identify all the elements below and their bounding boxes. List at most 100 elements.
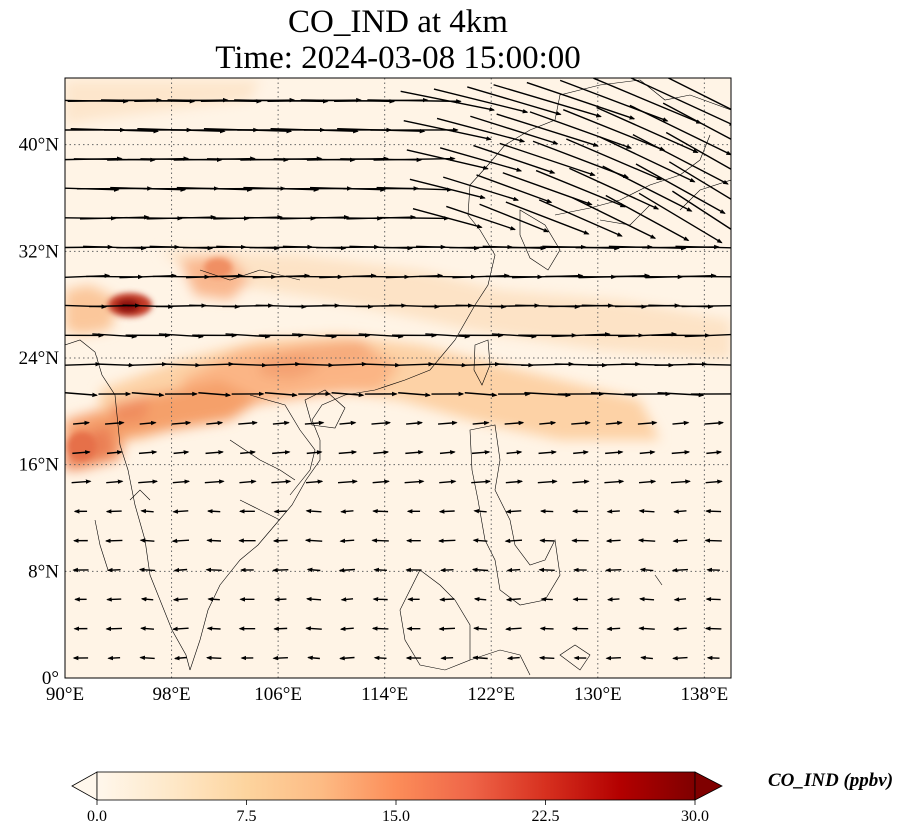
wind-arrow xyxy=(473,626,488,631)
wind-arrow xyxy=(207,597,220,602)
wind-arrow xyxy=(373,450,390,455)
wind-arrow xyxy=(473,508,487,514)
wind-arrow xyxy=(73,420,90,426)
wind-arrow xyxy=(172,479,191,484)
latitude-tick-label: 0° xyxy=(42,668,59,689)
wind-arrow xyxy=(198,392,232,398)
wind-arrow xyxy=(204,479,225,484)
wind-arrow xyxy=(438,420,458,426)
wind-arrow xyxy=(638,626,655,631)
map-frame xyxy=(64,77,732,679)
wind-arrow xyxy=(505,597,521,602)
wind-arrow xyxy=(640,655,653,661)
latitude-tick-label: 32°N xyxy=(19,241,60,262)
wind-arrow xyxy=(506,450,523,455)
colorbar-tick-label: 22.5 xyxy=(532,808,560,825)
wind-arrow xyxy=(529,111,633,149)
wind-arrow xyxy=(479,203,550,233)
wind-arrow xyxy=(240,450,256,455)
wind-arrow xyxy=(306,450,323,455)
wind-arrow xyxy=(539,509,554,514)
wind-arrow xyxy=(505,479,524,484)
latitude-tick-label: 40°N xyxy=(19,135,60,156)
wind-arrow xyxy=(671,567,688,573)
wind-arrow xyxy=(292,333,338,339)
wind-arrow xyxy=(273,509,287,514)
wind-arrow xyxy=(505,201,590,235)
wind-arrow xyxy=(706,450,723,455)
wind-arrow xyxy=(638,479,657,484)
wind-arrow xyxy=(171,420,192,426)
wind-arrow xyxy=(403,119,492,141)
wind-arrow xyxy=(400,90,496,112)
wind-arrow xyxy=(666,78,731,111)
wind-arrow xyxy=(562,109,666,151)
wind-arrow xyxy=(337,479,358,484)
wind-arrow xyxy=(373,156,456,161)
wind-arrow xyxy=(261,361,301,367)
wind-arrow xyxy=(605,538,621,544)
wind-arrow xyxy=(606,509,620,514)
wind-arrow xyxy=(274,597,287,602)
wind-arrow xyxy=(704,420,725,426)
wind-arrow xyxy=(140,508,154,514)
wind-arrow xyxy=(438,538,456,544)
wind-arrow xyxy=(305,626,322,631)
wind-arrow xyxy=(535,169,626,208)
wind-arrow xyxy=(681,305,731,308)
wind-arrow xyxy=(140,626,155,631)
colorbar: 0.0 7.5 15.0 22.5 30.0 xyxy=(71,771,723,825)
wind-arrow xyxy=(138,567,156,573)
wind-arrow xyxy=(471,479,492,484)
wind-arrow xyxy=(238,420,258,426)
colorbar-label: CO_IND (ppbv) xyxy=(768,770,894,791)
longitude-tick-label: 90°E xyxy=(46,684,84,705)
map-subtitle-time: Time: 2024-03-08 15:00:00 xyxy=(215,40,581,76)
wind-arrow xyxy=(271,479,292,484)
wind-arrow xyxy=(605,194,690,242)
wind-arrow xyxy=(593,78,702,124)
wind-arrow xyxy=(472,538,488,543)
wind-arrow xyxy=(472,420,490,426)
wind-arrow xyxy=(607,597,620,602)
wind-arrow xyxy=(638,508,655,514)
wind-arrow xyxy=(639,567,654,573)
wind-arrow xyxy=(473,144,556,174)
wind-arrow xyxy=(629,78,731,126)
wind-arrow xyxy=(505,626,522,632)
wind-arrow xyxy=(672,655,688,661)
wind-arrow xyxy=(599,136,696,183)
wind-arrow xyxy=(439,597,455,602)
wind-arrow xyxy=(340,509,354,514)
wind-arrow xyxy=(551,332,611,338)
wind-arrow xyxy=(502,172,593,206)
wind-arrow xyxy=(71,479,92,484)
wind-arrow xyxy=(205,567,222,573)
wind-arrow xyxy=(618,332,678,338)
wind-arrow xyxy=(139,538,155,543)
wind-arrow xyxy=(637,538,656,543)
colorbar-extend-max xyxy=(694,771,723,801)
wind-arrow xyxy=(662,102,731,140)
wind-arrow xyxy=(371,420,392,426)
wind-arrow xyxy=(373,655,387,661)
wind-arrow xyxy=(305,508,322,514)
colorbar-body xyxy=(96,771,696,801)
wind-arrow xyxy=(405,450,424,455)
longitude-tick-label: 114°E xyxy=(361,684,408,705)
wind-arrow xyxy=(173,450,190,455)
wind-arrow xyxy=(673,509,687,514)
wind-arrow xyxy=(439,147,523,172)
wind-arrow xyxy=(506,655,520,661)
wind-arrow xyxy=(504,420,525,426)
wind-arrow xyxy=(605,450,624,455)
wind-arrow xyxy=(635,163,726,214)
wind-arrow xyxy=(338,567,355,573)
wind-arrow xyxy=(371,626,389,631)
map-title: CO_IND at 4km xyxy=(288,4,508,40)
wind-arrow xyxy=(339,655,355,661)
wind-arrow xyxy=(436,117,526,143)
wind-arrow xyxy=(470,115,559,145)
wind-arrow xyxy=(372,479,390,484)
wind-arrow xyxy=(493,84,602,118)
